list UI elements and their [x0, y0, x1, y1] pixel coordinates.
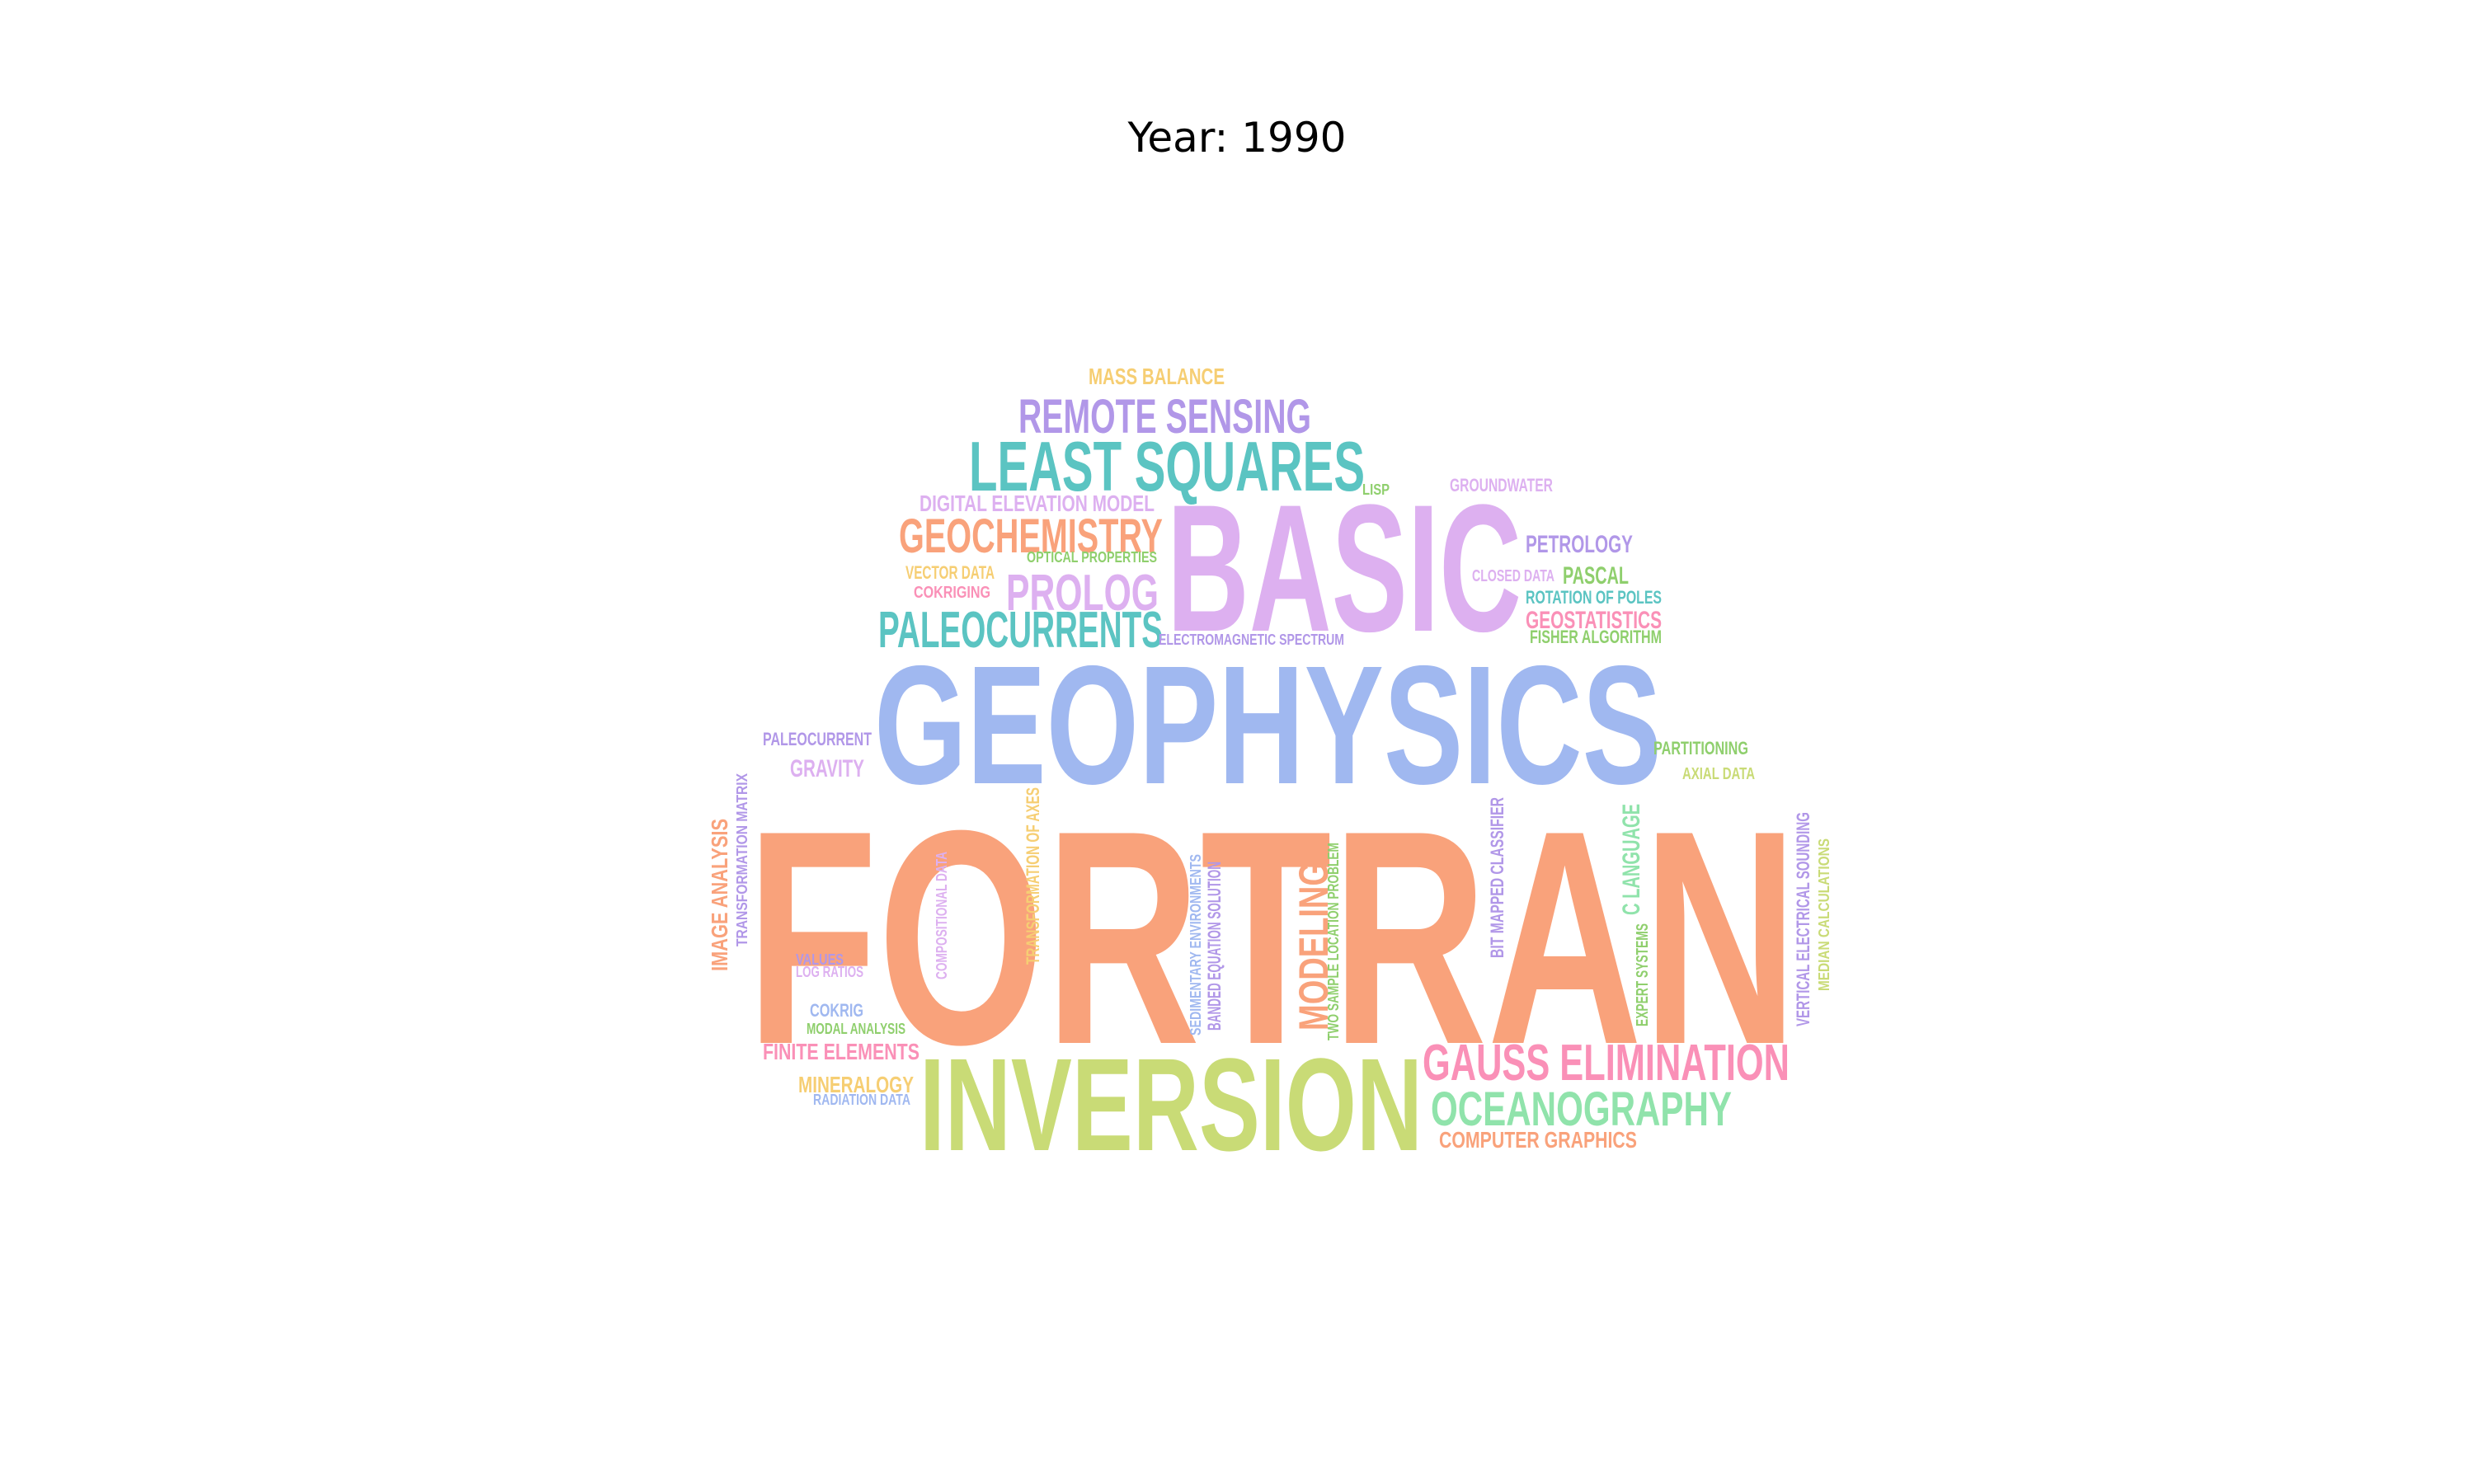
word-banded-equation-solution: BANDED EQUATION SOLUTION [1204, 862, 1225, 1031]
word-transformation-matrix: TRANSFORMATION MATRIX [734, 773, 750, 946]
word-basic: BASIC [1167, 467, 1522, 669]
word-vertical-electrical-sounding: VERTICAL ELECTRICAL SOUNDING [1793, 812, 1813, 1026]
word-geochemistry: GEOCHEMISTRY [899, 510, 1163, 563]
word-bit-mapped-classifier: BIT MAPPED CLASSIFIER [1487, 797, 1507, 958]
word-geostatistics: GEOSTATISTICS [1526, 607, 1662, 634]
word-two-sample-location-problem: TWO SAMPLE LOCATION PROBLEM [1325, 843, 1342, 1040]
word-prolog: PROLOG [1006, 565, 1159, 622]
word-remote-sensing: REMOTE SENSING [1018, 390, 1311, 444]
word-oceanography: OCEANOGRAPHY [1431, 1082, 1732, 1136]
word-median-calculations: MEDIAN CALCULATIONS [1816, 838, 1832, 991]
word-paleocurrent: PALEOCURRENT [763, 729, 872, 749]
word-pascal: PASCAL [1563, 562, 1629, 589]
word-lisp: LISP [1362, 481, 1390, 498]
word-radiation-data: RADIATION DATA [813, 1092, 910, 1108]
word-expert-systems: EXPERT SYSTEMS [1634, 923, 1652, 1026]
word-partitioning: PARTITIONING [1653, 738, 1748, 758]
word-petrology: PETROLOGY [1526, 531, 1633, 558]
word-closed-data: CLOSED DATA [1472, 567, 1554, 585]
word-modal-analysis: MODAL ANALYSIS [807, 1021, 905, 1037]
word-fortran: FORTRAN [746, 768, 1798, 1108]
word-log-ratios: LOG RATIOS [796, 964, 863, 980]
word-image-analysis: IMAGE ANALYSIS [707, 819, 732, 971]
word-groundwater: GROUNDWATER [1450, 475, 1553, 495]
word-mineralogy: MINERALOGY [798, 1072, 914, 1097]
word-rotation-of-poles: ROTATION OF POLES [1526, 587, 1662, 608]
word-gravity: GRAVITY [790, 755, 864, 782]
word-computer-graphics: COMPUTER GRAPHICS [1439, 1127, 1637, 1153]
word-axial-data: AXIAL DATA [1682, 765, 1755, 783]
word-c-language: C LANGUAGE [1618, 804, 1645, 915]
word-vector-data: VECTOR DATA [905, 562, 995, 583]
word-fisher-algorithm: FISHER ALGORITHM [1530, 627, 1662, 647]
word-paleocurrents: PALEOCURRENTS [878, 602, 1163, 659]
word-values: VALUES [796, 951, 844, 968]
word-gauss-elimination: GAUSS ELIMINATION [1423, 1035, 1790, 1092]
word-geophysics: GEOPHYSICS [874, 631, 1662, 819]
word-cokriging: COKRIGING [914, 584, 990, 602]
word-inversion: INVERSION [920, 1031, 1423, 1178]
word-cokrig: COKRIG [810, 1000, 863, 1021]
word-mass-balance: MASS BALANCE [1089, 364, 1225, 389]
page-title: Year: 1990 [1127, 114, 1347, 162]
word-least-squares: LEAST SQUARES [969, 428, 1365, 506]
word-optical-properties: OPTICAL PROPERTIES [1027, 549, 1157, 566]
word-digital-elevation-model: DIGITAL ELEVATION MODEL [920, 491, 1155, 516]
word-finite-elements: FINITE ELEMENTS [763, 1039, 920, 1064]
word-transformation-of-axes: TRANSFORMATION OF AXES [1023, 787, 1043, 965]
word-modeling: MODELING [1291, 862, 1337, 1031]
word-sedimentary-environments: SEDIMENTARY ENVIRONMENTS [1188, 854, 1204, 1036]
word-electromagnetic-spectrum: ELECTROMAGNETIC SPECTRUM [1159, 632, 1344, 648]
word-compositional-data: COMPOSITIONAL DATA [934, 852, 950, 979]
